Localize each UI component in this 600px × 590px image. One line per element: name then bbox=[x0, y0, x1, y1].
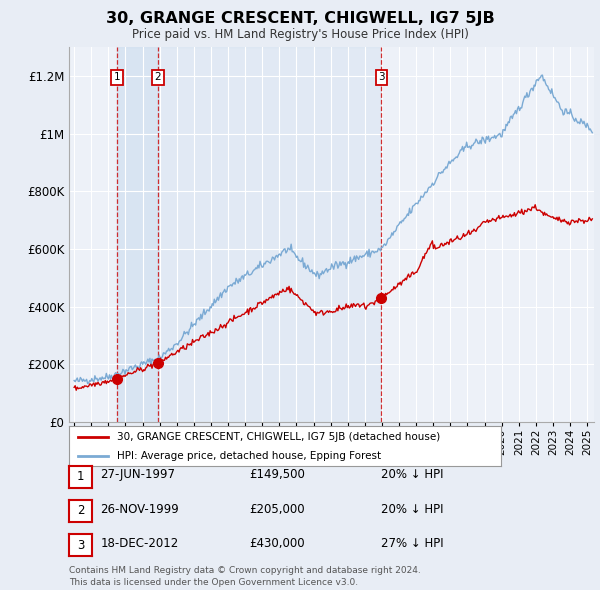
Bar bbox=[158, 47, 382, 422]
Text: 30, GRANGE CRESCENT, CHIGWELL, IG7 5JB (detached house): 30, GRANGE CRESCENT, CHIGWELL, IG7 5JB (… bbox=[116, 432, 440, 442]
Text: 1: 1 bbox=[77, 470, 84, 483]
Text: £205,000: £205,000 bbox=[249, 503, 305, 516]
Text: 20% ↓ HPI: 20% ↓ HPI bbox=[381, 503, 443, 516]
Text: 2: 2 bbox=[155, 73, 161, 83]
Text: 1: 1 bbox=[113, 73, 120, 83]
Text: 30, GRANGE CRESCENT, CHIGWELL, IG7 5JB: 30, GRANGE CRESCENT, CHIGWELL, IG7 5JB bbox=[106, 11, 494, 27]
Text: Contains HM Land Registry data © Crown copyright and database right 2024.
This d: Contains HM Land Registry data © Crown c… bbox=[69, 566, 421, 587]
Text: 3: 3 bbox=[378, 73, 385, 83]
Text: 26-NOV-1999: 26-NOV-1999 bbox=[100, 503, 179, 516]
Text: 20% ↓ HPI: 20% ↓ HPI bbox=[381, 468, 443, 481]
Text: 18-DEC-2012: 18-DEC-2012 bbox=[100, 537, 178, 550]
Text: 27% ↓ HPI: 27% ↓ HPI bbox=[381, 537, 443, 550]
Text: 3: 3 bbox=[77, 539, 84, 552]
Text: Price paid vs. HM Land Registry's House Price Index (HPI): Price paid vs. HM Land Registry's House … bbox=[131, 28, 469, 41]
Text: £430,000: £430,000 bbox=[249, 537, 305, 550]
Bar bbox=[117, 47, 158, 422]
Text: £149,500: £149,500 bbox=[249, 468, 305, 481]
Text: HPI: Average price, detached house, Epping Forest: HPI: Average price, detached house, Eppi… bbox=[116, 451, 380, 461]
Text: 2: 2 bbox=[77, 504, 84, 517]
Text: 27-JUN-1997: 27-JUN-1997 bbox=[100, 468, 175, 481]
